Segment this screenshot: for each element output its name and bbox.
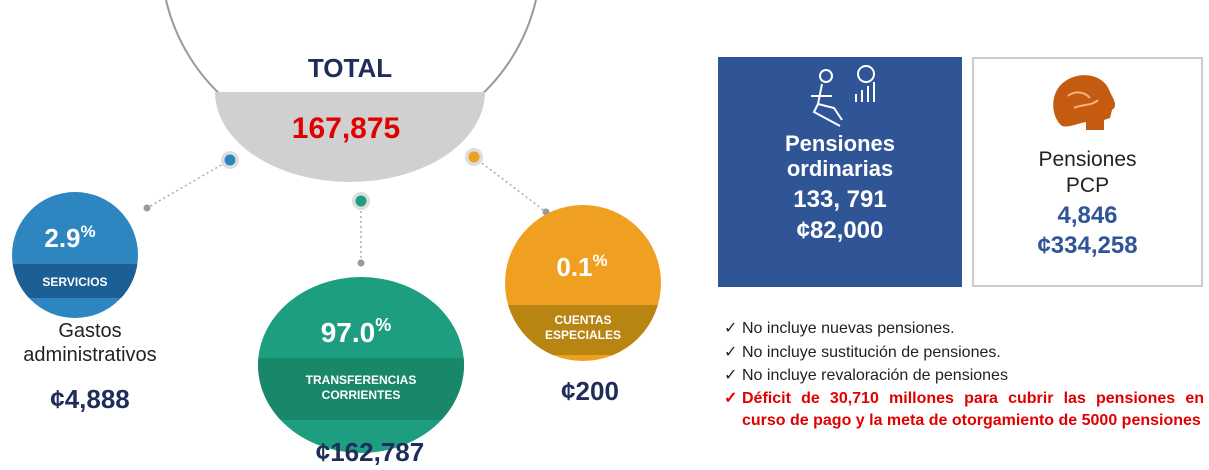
segment-transferencias: 97.0% TRANSFERENCIAS CORRIENTES	[258, 277, 464, 453]
percent: 0.1%	[556, 251, 607, 282]
segment-caption: Gastos administrativos	[23, 320, 156, 366]
segment-label: CUENTAS ESPECIALES	[545, 313, 621, 342]
card-amount: ¢334,258	[1037, 232, 1138, 259]
note: No incluye revaloración de pensiones	[724, 364, 1204, 388]
note: No incluye nuevas pensiones.	[724, 317, 1204, 341]
total-value: 167,875	[292, 112, 400, 145]
card-amount: ¢82,000	[796, 217, 884, 244]
notes: No incluye nuevas pensiones. No incluye …	[724, 317, 1204, 432]
card-count: 133, 791	[793, 186, 887, 213]
note-deficit: Déficit de 30,710 millones para cubrir l…	[724, 388, 1204, 432]
total-label: TOTAL	[308, 53, 392, 83]
card-ordinarias	[718, 57, 962, 287]
icon-rocker	[811, 65, 875, 127]
segment-amount: ¢4,888	[50, 384, 130, 414]
connectors	[146, 156, 547, 263]
segment-amount: ¢200	[561, 376, 619, 406]
percent: 97.0%	[321, 315, 392, 348]
card-pcp-text: Pensiones PCP 4,846 ¢334,258	[973, 147, 1202, 259]
note: No incluye sustitución de pensiones.	[724, 341, 1204, 365]
segment-label: SERVICIOS	[42, 275, 107, 289]
segment-amount: ¢162,787	[316, 437, 424, 467]
segment-cuentas: 0.1% CUENTAS ESPECIALES	[505, 205, 661, 361]
icon-brain	[1053, 75, 1116, 130]
segment-label: TRANSFERENCIAS CORRIENTES	[306, 373, 417, 402]
card-count: 4,846	[1057, 202, 1118, 229]
segment-servicios: 2.9% SERVICIOS	[12, 192, 138, 318]
total-bowl	[215, 92, 485, 182]
percent: 2.9%	[44, 222, 95, 253]
card-title: Pensiones PCP	[1038, 148, 1137, 197]
card-title: Pensiones ordinarias	[784, 131, 896, 181]
connector-dots	[143, 148, 550, 267]
card-ordinarias-text: Pensiones ordinarias 133, 791 ¢82,000	[718, 131, 962, 243]
